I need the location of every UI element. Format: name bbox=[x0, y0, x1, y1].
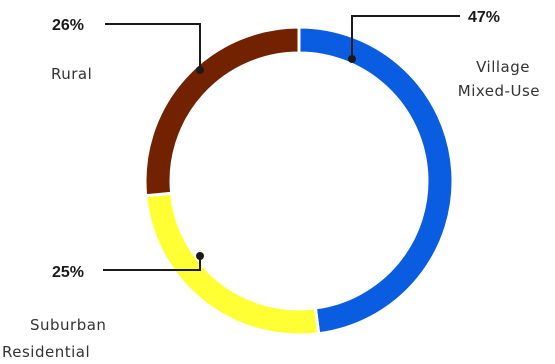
annotation-village-mixed-use: 47% Village Mixed-Use bbox=[348, 9, 540, 100]
value-label-village-mixed-use: 47% bbox=[468, 9, 500, 26]
leader-dot-suburban-residential bbox=[196, 252, 204, 260]
slice-village-mixed-use bbox=[297, 25, 455, 336]
category-label-suburban-residential-line2: Residential bbox=[2, 343, 90, 361]
annotation-rural: 26% Rural bbox=[51, 17, 204, 83]
leader-line-rural bbox=[105, 23, 201, 70]
category-label-village-mixed-use-line2: Mixed-Use bbox=[458, 82, 540, 100]
donut-slices bbox=[143, 25, 455, 337]
slice-rural bbox=[143, 25, 301, 198]
leader-dot-rural bbox=[196, 66, 204, 74]
value-label-rural: 26% bbox=[52, 17, 84, 34]
annotation-suburban-residential: 25% Suburban Residential bbox=[2, 252, 204, 361]
leader-line-village-mixed-use bbox=[351, 15, 460, 59]
category-label-village-mixed-use-line1: Village bbox=[476, 58, 530, 76]
slice-suburban-residential bbox=[144, 191, 321, 337]
value-label-suburban-residential: 25% bbox=[52, 264, 84, 281]
category-label-rural: Rural bbox=[51, 65, 92, 83]
leader-line-suburban-residential bbox=[103, 256, 201, 271]
category-label-suburban-residential-line1: Suburban bbox=[30, 316, 106, 334]
leader-dot-village-mixed-use bbox=[348, 55, 356, 63]
